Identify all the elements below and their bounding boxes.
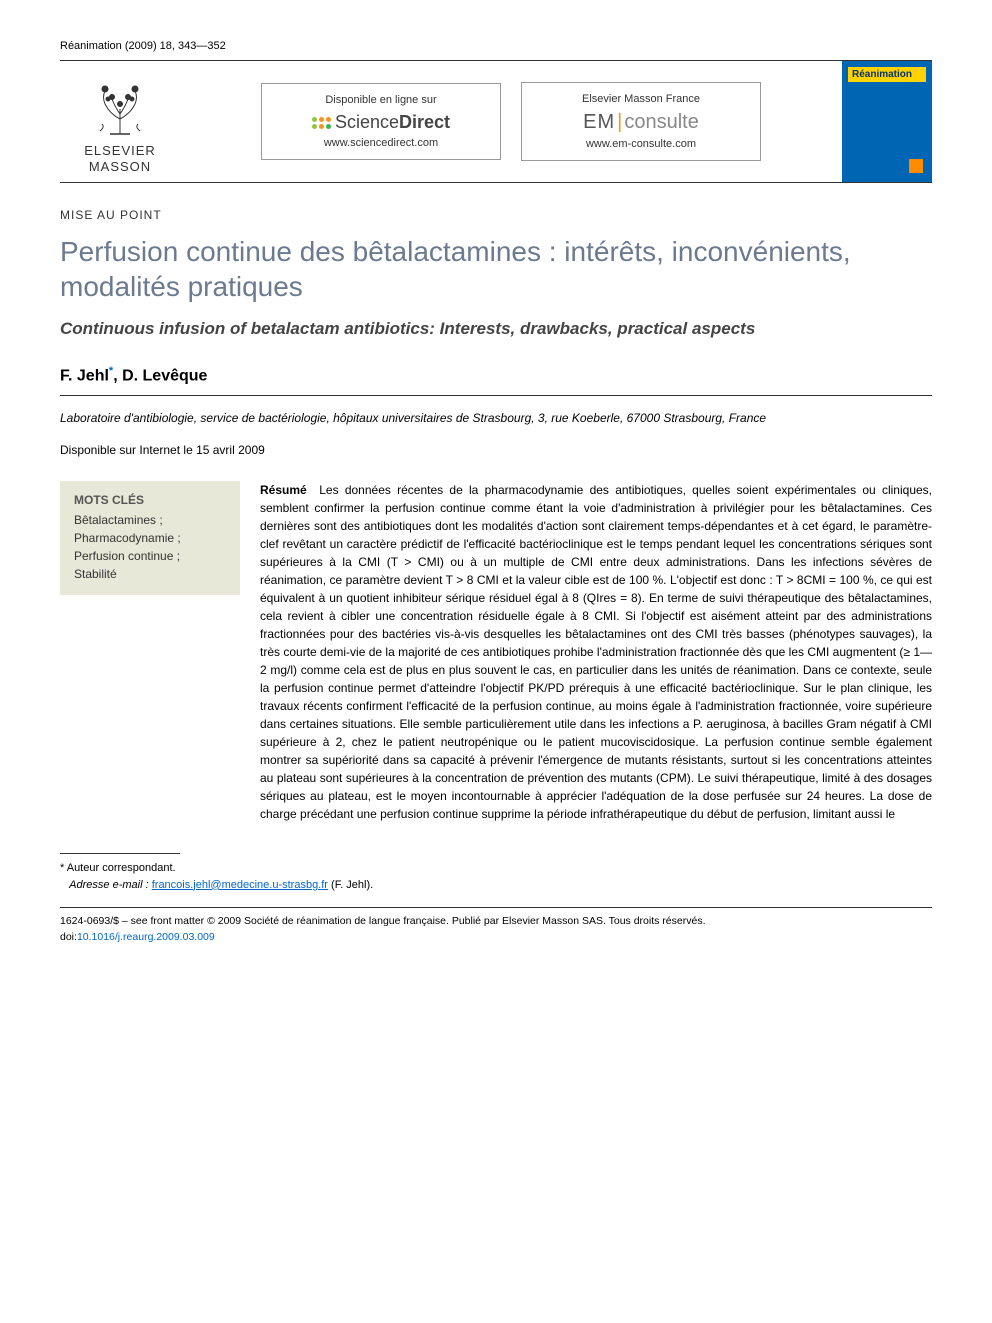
em-url: www.em-consulte.com (540, 138, 742, 150)
author-2: , D. Levêque (113, 367, 207, 384)
journal-cover-corner-icon (909, 159, 923, 173)
email-line: Adresse e-mail : francois.jehl@medecine.… (60, 877, 932, 894)
keywords-list: Bêtalactamines ; Pharmacodynamie ; Perfu… (74, 511, 226, 583)
doi-link[interactable]: 10.1016/j.reaurg.2009.03.009 (77, 931, 215, 943)
sd-logo: ScienceDirect (280, 112, 482, 133)
sd-wordmark: ScienceDirect (335, 112, 450, 133)
em-tagline: Elsevier Masson France (540, 93, 742, 105)
publisher-name: ELSEVIER MASSON (84, 143, 156, 174)
sd-url: www.sciencedirect.com (280, 137, 482, 149)
header-banner: ELSEVIER MASSON Disponible en ligne sur … (60, 60, 932, 183)
service-links: Disponible en ligne sur ScienceDirect ww… (180, 61, 842, 182)
sd-tagline: Disponible en ligne sur (280, 94, 482, 106)
publisher-name-2: MASSON (84, 159, 156, 175)
em-logo: EM|consulte (540, 111, 742, 134)
doi-label: doi: (60, 931, 77, 943)
abstract-text: Les données récentes de la pharmacodynam… (260, 483, 932, 821)
affiliation: Laboratoire d'antibiologie, service de b… (60, 410, 932, 427)
publication-date: Disponible sur Internet le 15 avril 2009 (60, 443, 932, 457)
email-label: Adresse e-mail : (69, 879, 148, 891)
keywords-box: MOTS CLÉS Bêtalactamines ; Pharmacodynam… (60, 481, 240, 595)
abstract-label: Résumé (260, 483, 307, 497)
citation-header: Réanimation (2009) 18, 343—352 (60, 40, 932, 52)
footnote-separator (60, 853, 180, 854)
author-1: F. Jehl (60, 367, 109, 384)
journal-cover-title: Réanimation (848, 67, 926, 82)
article-title-fr: Perfusion continue des bêtalactamines : … (60, 234, 932, 304)
article-type: MISE AU POINT (60, 208, 932, 222)
corresponding-author-note: * Auteur correspondant. (60, 860, 932, 877)
doi-line: doi:10.1016/j.reaurg.2009.03.009 (60, 930, 932, 946)
email-suffix: (F. Jehl). (331, 879, 373, 891)
copyright: 1624-0693/$ – see front matter © 2009 So… (60, 914, 932, 946)
authors: F. Jehl*, D. Levêque (60, 365, 932, 385)
publisher-name-1: ELSEVIER (84, 143, 156, 159)
email-link[interactable]: francois.jehl@medecine.u-strasbg.fr (152, 879, 328, 891)
separator-line (60, 395, 932, 396)
journal-cover: Réanimation (842, 61, 932, 182)
article-title-en: Continuous infusion of betalactam antibi… (60, 318, 932, 341)
copyright-line: 1624-0693/$ – see front matter © 2009 So… (60, 914, 932, 930)
publisher-logo: ELSEVIER MASSON (60, 61, 180, 182)
emconsulte-box[interactable]: Elsevier Masson France EM|consulte www.e… (521, 82, 761, 161)
elsevier-tree-icon (90, 69, 150, 139)
journal-cover-body (848, 86, 926, 176)
sciencedirect-box[interactable]: Disponible en ligne sur ScienceDirect ww… (261, 83, 501, 160)
footnote: * Auteur correspondant. Adresse e-mail :… (60, 860, 932, 893)
content-row: MOTS CLÉS Bêtalactamines ; Pharmacodynam… (60, 481, 932, 823)
keywords-title: MOTS CLÉS (74, 493, 226, 507)
em-wordmark: EM|consulte (583, 111, 699, 134)
sd-dots-icon (312, 117, 331, 129)
bottom-separator (60, 907, 932, 908)
abstract: Résumé Les données récentes de la pharma… (260, 481, 932, 823)
